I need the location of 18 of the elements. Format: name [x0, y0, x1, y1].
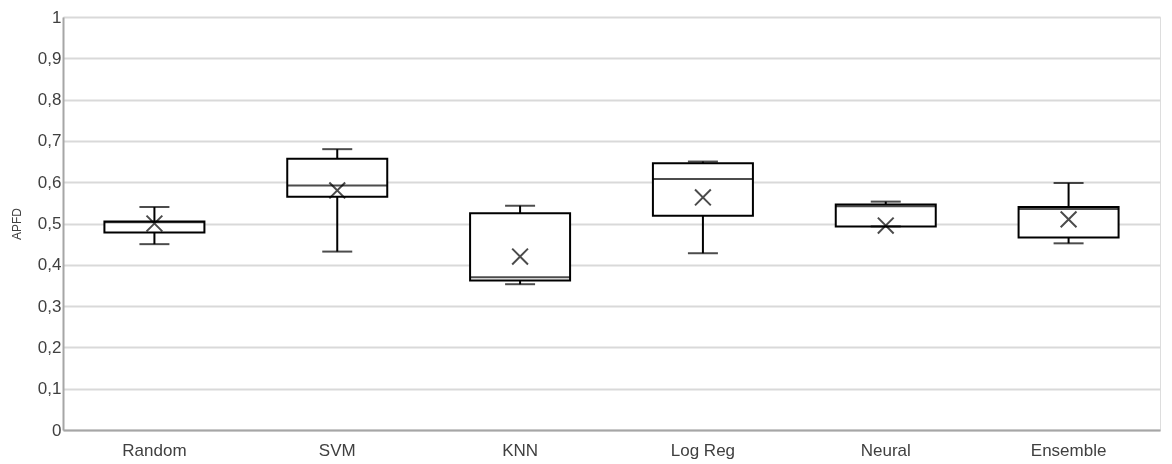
- y-tick-label: 0,8: [37, 90, 62, 110]
- y-tick-label: 0,5: [37, 214, 62, 233]
- y-tick-label: 0,6: [37, 172, 62, 192]
- y-tick-label: 0,2: [37, 337, 62, 357]
- y-tick-label: 0: [52, 420, 62, 440]
- x-tick-label: SVM: [318, 440, 356, 460]
- y-tick-label: 0,1: [37, 379, 62, 399]
- x-tick-label: KNN: [502, 440, 539, 460]
- x-tick-label: Random: [122, 440, 187, 460]
- y-tick-label: 0,7: [37, 131, 62, 151]
- y-tick-label: 0,3: [37, 296, 62, 316]
- x-tick-label: Log Reg: [670, 440, 736, 460]
- x-tick-label: Neural: [860, 440, 911, 460]
- y-tick-label: 0,4: [37, 255, 62, 275]
- x-tick-label: Ensemble: [1030, 440, 1107, 460]
- y-tick-label: 0,9: [37, 48, 62, 68]
- y-tick-label: 1: [52, 7, 62, 27]
- y-axis-title: APFD: [9, 207, 24, 241]
